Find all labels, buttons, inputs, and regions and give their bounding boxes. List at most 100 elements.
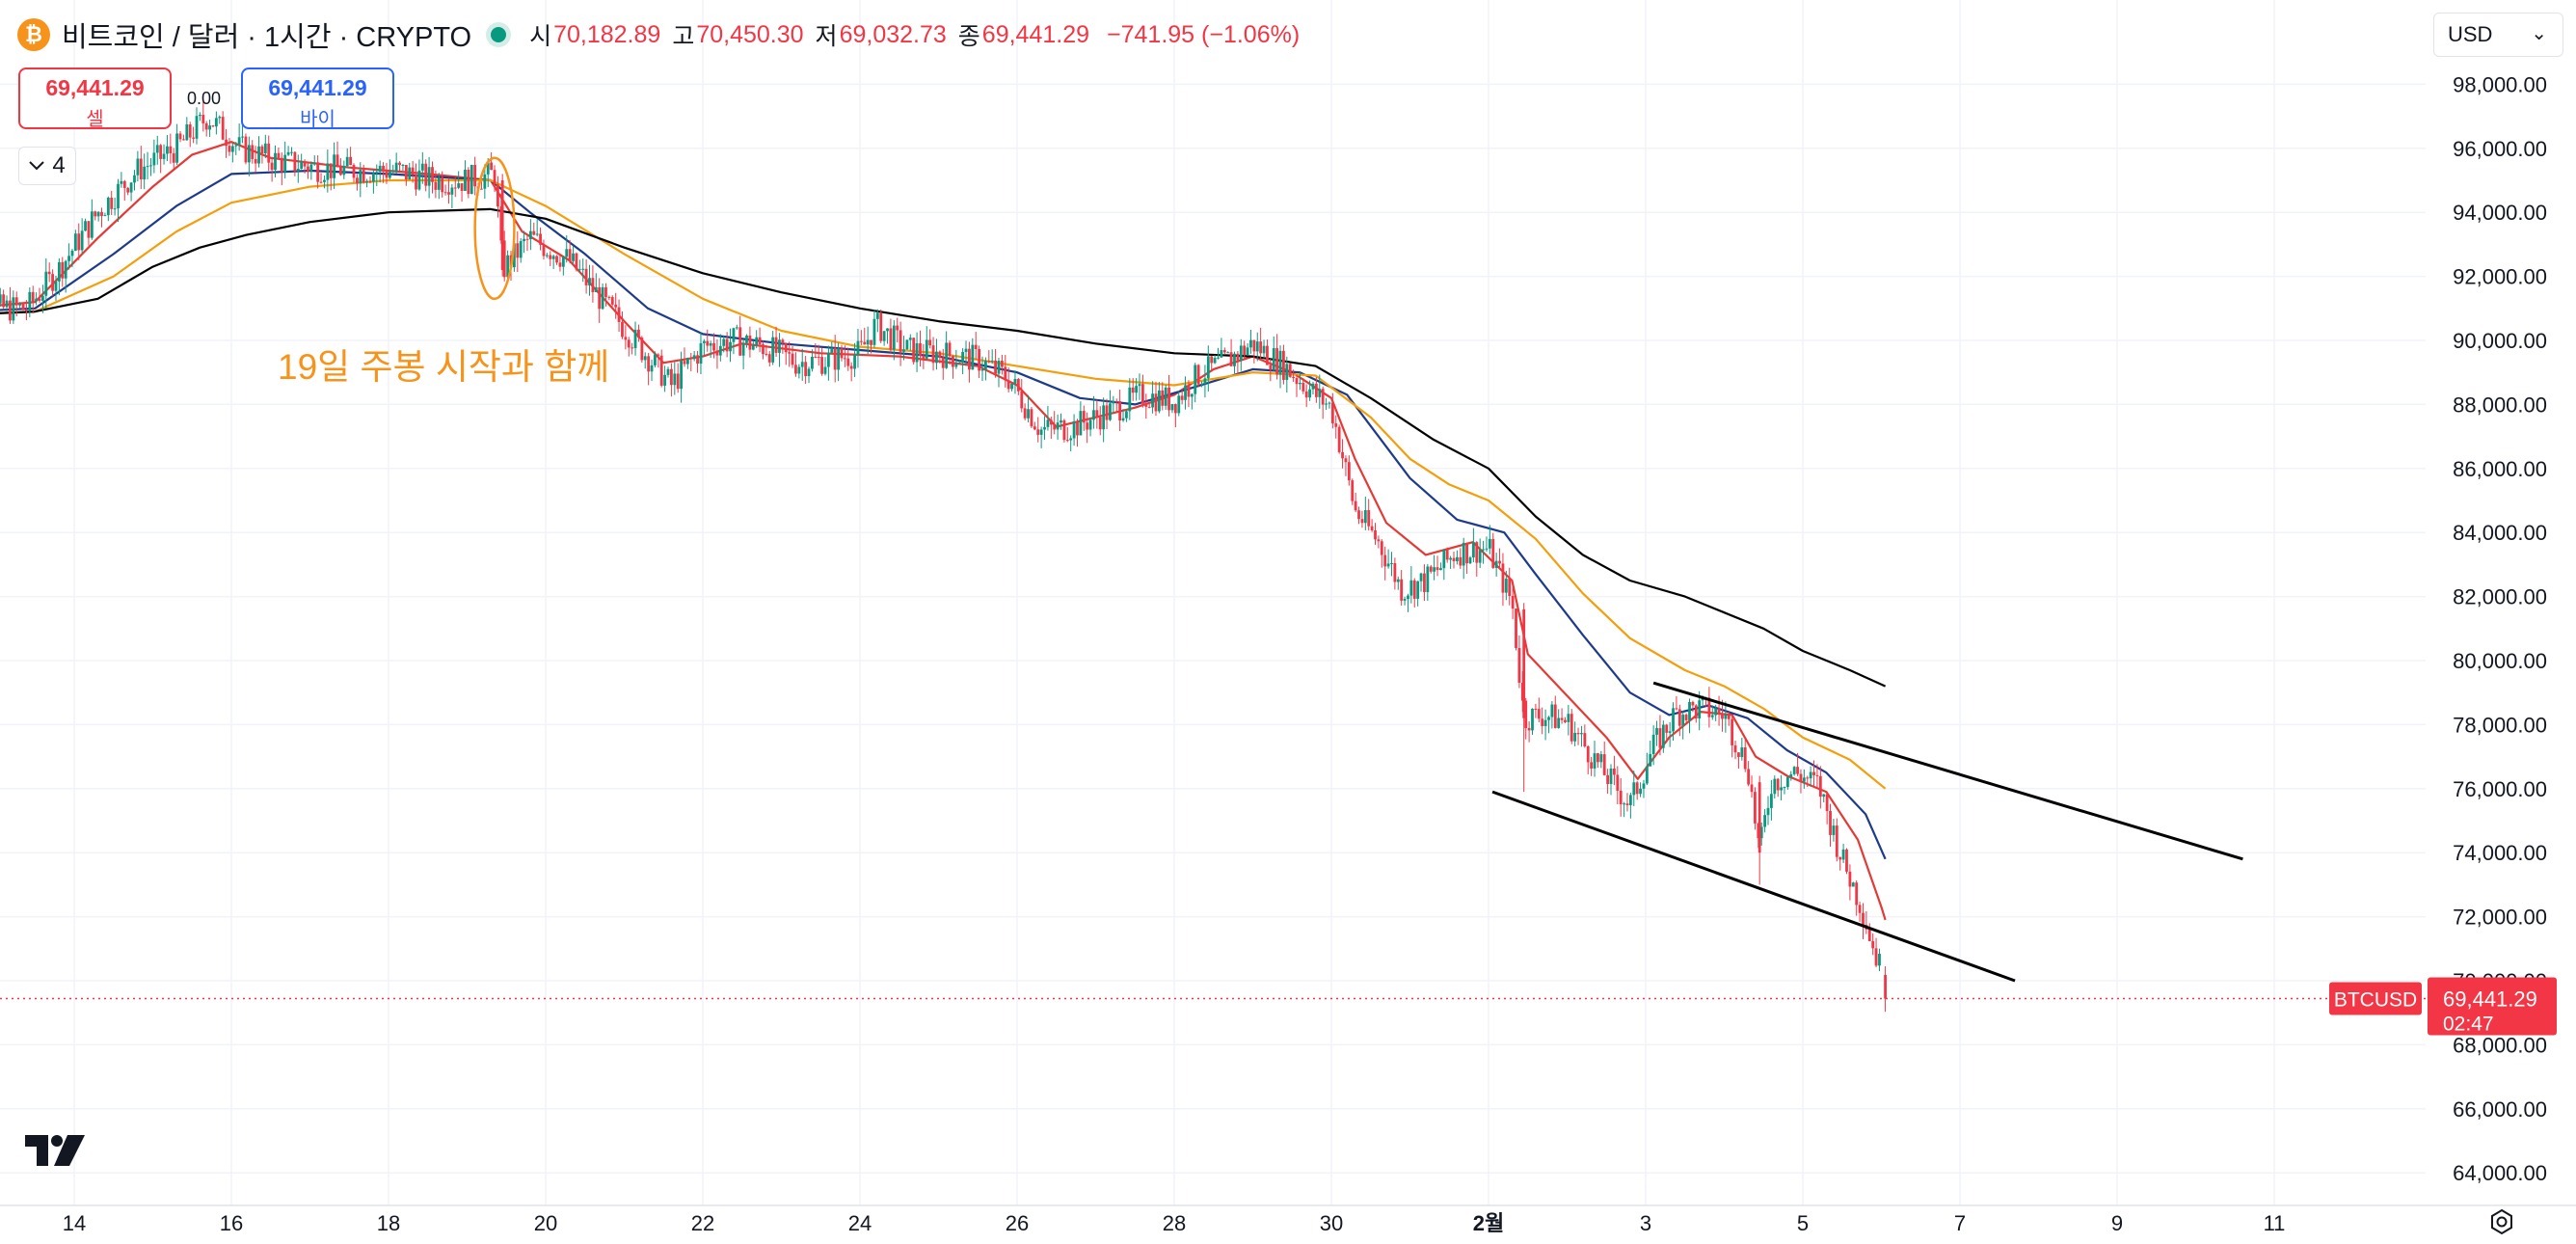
x-tick-label: 24	[848, 1211, 872, 1235]
candle-body	[349, 156, 353, 166]
candle-body	[1114, 400, 1118, 402]
candle-body	[1727, 715, 1731, 719]
candle-body	[359, 170, 362, 184]
candle-body	[1030, 409, 1033, 427]
candle-body	[840, 348, 844, 359]
candle-body	[1802, 777, 1806, 782]
candle-body	[1537, 709, 1541, 719]
sell-button[interactable]: 69,441.29 셀	[18, 68, 172, 130]
x-tick-label: 14	[63, 1211, 86, 1235]
candle-body	[307, 166, 309, 172]
ema-lines	[0, 141, 1887, 921]
candle-body	[532, 230, 536, 235]
ema-line	[0, 207, 1887, 688]
candle-body	[846, 358, 850, 366]
candle-body	[1557, 717, 1561, 728]
candle-body	[915, 342, 919, 363]
x-tick-label: 11	[2264, 1211, 2286, 1235]
candle-body	[162, 153, 166, 159]
candle-body	[1314, 383, 1318, 397]
candle-body	[87, 221, 91, 238]
candle-body	[1203, 378, 1207, 384]
high-value: 70,450.30	[696, 20, 804, 48]
y-tick-label: 82,000.00	[2453, 585, 2547, 609]
gear-icon[interactable]	[2487, 1207, 2516, 1236]
candle-body	[591, 278, 595, 292]
x-tick-label: 9	[2111, 1211, 2123, 1235]
candle-body	[54, 281, 58, 291]
y-tick-label: 66,000.00	[2453, 1097, 2547, 1122]
candle-body	[870, 339, 872, 345]
candle-body	[1144, 403, 1148, 407]
candle-body	[1635, 782, 1639, 795]
candle-body	[1157, 390, 1161, 412]
candle-body	[794, 365, 797, 374]
candle-body	[833, 347, 837, 370]
candle-body	[1818, 775, 1822, 798]
candle-body	[931, 345, 935, 364]
candle-body	[453, 187, 457, 189]
candle-body	[523, 238, 525, 242]
x-tick-label: 18	[377, 1211, 400, 1235]
candle-body	[1763, 815, 1767, 827]
candle-body	[729, 341, 732, 352]
x-tick-label: 20	[534, 1211, 557, 1235]
indicator-count: 4	[52, 152, 66, 178]
x-tick-label: 2월	[1473, 1211, 1504, 1235]
candle-body	[166, 146, 169, 154]
candle-body	[342, 166, 346, 176]
candle-body	[1623, 803, 1625, 805]
candle-body	[797, 366, 801, 374]
candle-body	[1282, 350, 1285, 380]
candle-body	[1088, 419, 1092, 430]
candle-body	[257, 146, 260, 164]
candle-body	[1602, 754, 1606, 775]
candle-body	[133, 175, 136, 183]
candle-body	[732, 328, 736, 342]
tradingview-logo-icon[interactable]	[25, 1135, 85, 1166]
candle-body	[1325, 403, 1328, 405]
candle-body	[408, 167, 412, 179]
chart-grid	[0, 0, 2576, 1206]
candle-body	[300, 161, 304, 169]
symbol-title[interactable]: 비트코인 / 달러 · 1시간 · CRYPTO	[62, 22, 472, 53]
candle-body	[155, 145, 159, 153]
annotation-text[interactable]: 19일 주봉 시작과 함께	[278, 347, 610, 387]
candle-body	[1246, 347, 1249, 356]
candle-body	[365, 180, 368, 183]
x-tick-label: 5	[1797, 1211, 1809, 1235]
candle-body	[1311, 383, 1315, 390]
candle-body	[663, 374, 667, 386]
candle-body	[188, 124, 192, 138]
candle-body	[214, 118, 218, 127]
time-axis[interactable]: 14 16 18 20 22 24 26 28 30 2월 3 5 7 9 11	[63, 1211, 2286, 1235]
candle-body	[38, 298, 41, 301]
candle-body	[1370, 526, 1374, 530]
candle-body	[561, 257, 565, 267]
candle-body	[1747, 769, 1751, 785]
candle-body	[431, 167, 434, 182]
candle-body	[1390, 562, 1393, 564]
candle-body	[0, 294, 2, 304]
candle-body	[722, 338, 726, 346]
candle-body	[77, 233, 81, 251]
indicators-toggle-button[interactable]: 4	[18, 147, 76, 185]
price-axis[interactable]: 64,000.0066,000.0068,000.0070,000.0072,0…	[2453, 72, 2547, 1185]
candle-body	[1471, 542, 1475, 558]
candle-body	[1010, 383, 1013, 390]
candle-body	[572, 253, 575, 261]
buy-button[interactable]: 69,441.29 바이	[241, 68, 394, 130]
currency-select[interactable]: USD ⌄	[2433, 13, 2563, 57]
candle-body	[1534, 709, 1538, 711]
candle-body	[1776, 778, 1780, 791]
candle-body	[1409, 580, 1413, 596]
ema-line	[0, 141, 1887, 921]
candle-body	[1023, 408, 1027, 419]
candle-body	[1456, 556, 1459, 561]
candle-body	[539, 233, 542, 245]
candle-body	[706, 340, 710, 346]
candle-body	[1086, 422, 1089, 430]
candle-body	[182, 139, 185, 141]
candle-body	[1550, 704, 1554, 717]
